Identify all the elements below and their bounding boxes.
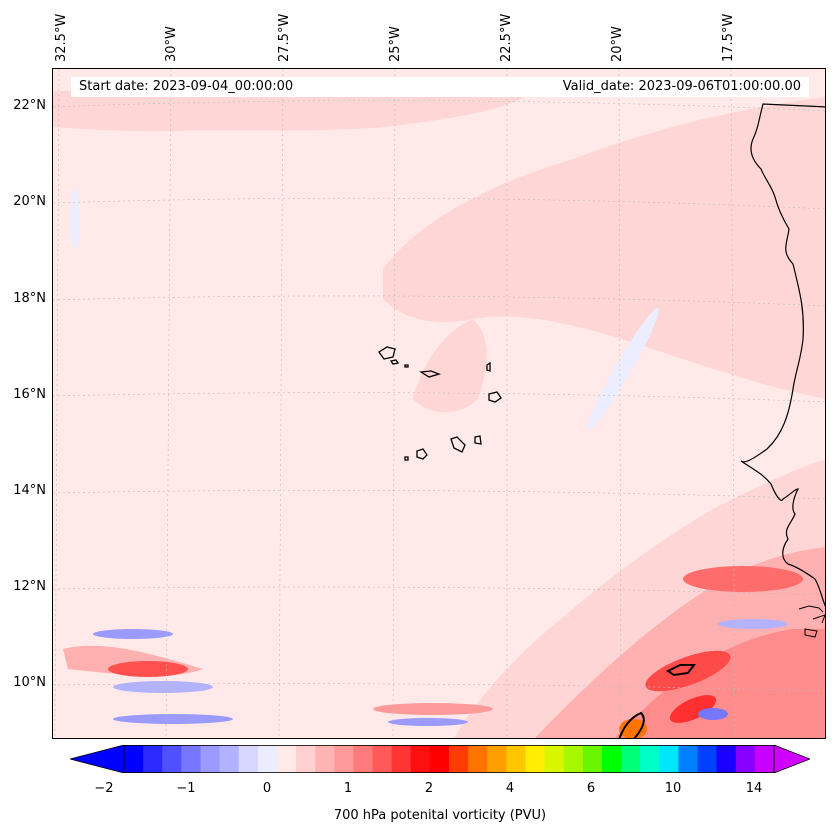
colorbar-tick-0: 0 — [262, 781, 272, 796]
pv-contour-south — [618, 711, 645, 738]
colorbar-swatch — [372, 745, 393, 773]
colorbar-swatch — [162, 745, 182, 773]
africa-coast-detail — [798, 605, 825, 638]
colorbar-swatch — [429, 745, 450, 773]
colorbar-title: 700 hPa potenital vorticity (PVU) — [333, 808, 547, 823]
colorbar-tick-neg2: −2 — [94, 781, 114, 796]
colorbar-swatch — [143, 745, 163, 773]
colorbar-tick-neg1: −1 — [176, 781, 196, 796]
pv-band-north-strip — [53, 91, 533, 132]
colorbar-swatch — [353, 745, 374, 773]
colorbar-tick-4: 4 — [505, 781, 515, 796]
lat-label-16n: 16°N — [13, 387, 46, 402]
pv-core-east-3 — [669, 695, 717, 723]
colorbar-swatch — [525, 745, 546, 773]
lon-label-25w: 25°W — [388, 26, 403, 62]
colorbar-tick-1: 1 — [343, 781, 353, 796]
pv-core-west — [108, 661, 188, 677]
colorbar-swatch — [582, 745, 603, 773]
pv-region-southeast-core — [614, 629, 825, 738]
colorbar-swatch — [449, 745, 469, 773]
colorbar-swatch — [200, 745, 221, 773]
lat-label-10n: 10°N — [13, 675, 46, 690]
pv-blue-south-1 — [388, 718, 468, 726]
colorbar-swatch — [238, 745, 259, 773]
colorbar-swatch — [410, 745, 431, 773]
colorbar-swatch — [601, 745, 622, 773]
pv-band-northeast — [383, 97, 825, 399]
colorbar-swatch — [678, 745, 699, 773]
pv-pink-south-1 — [373, 703, 493, 715]
pv-field — [53, 69, 825, 738]
colorbar-swatch — [181, 745, 201, 773]
pv-blue-west-2 — [113, 681, 213, 693]
colorbar-swatch — [659, 745, 679, 773]
colorbar-tick-6: 6 — [586, 781, 596, 796]
pv-band-tongue — [413, 319, 487, 413]
pv-contour-east — [666, 664, 696, 677]
colorbar-swatch — [640, 745, 660, 773]
pv-blue-west-3 — [113, 714, 233, 724]
colorbar-tick-14: 14 — [745, 781, 763, 796]
colorbar-swatch — [334, 745, 354, 773]
lon-label-17-5w: 17.5°W — [721, 13, 736, 62]
date-banner: Start date: 2023-09-04_00:00:00 Valid_da… — [71, 77, 809, 97]
lat-label-12n: 12°N — [13, 579, 46, 594]
colorbar-swatch — [716, 745, 737, 773]
colorbar-swatch — [257, 745, 278, 773]
lon-label-20w: 20°W — [610, 26, 625, 62]
colorbar-over-arrow — [773, 745, 810, 773]
graticule — [53, 69, 825, 738]
start-date-text: Start date: 2023-09-04_00:00:00 — [79, 79, 294, 94]
colorbar-swatch — [544, 745, 565, 773]
valid-date-text: Valid_date: 2023-09-06T01:00:00.00 — [562, 79, 801, 94]
colorbar-swatch — [735, 745, 756, 773]
colorbar-swatch — [296, 745, 316, 773]
africa-coastline — [740, 103, 825, 607]
lat-label-18n: 18°N — [13, 291, 46, 306]
lon-label-32-5w: 32.5°W — [54, 13, 69, 62]
colorbar — [70, 745, 810, 773]
map-panel: Start date: 2023-09-04_00:00:00 Valid_da… — [52, 68, 826, 739]
colorbar-swatch — [621, 745, 641, 773]
colorbar-swatch — [315, 745, 335, 773]
colorbar-swatch — [124, 745, 144, 773]
colorbar-swatch — [391, 745, 412, 773]
colorbar-frame — [123, 745, 775, 773]
lon-label-27-5w: 27.5°W — [277, 13, 292, 62]
lon-label-30w: 30°W — [164, 26, 179, 62]
colorbar-swatch — [487, 745, 507, 773]
colorbar-swatch — [468, 745, 488, 773]
pv-lightblue-1 — [587, 308, 659, 430]
cape-verde-islands — [378, 346, 502, 461]
colorbar-swatch — [219, 745, 240, 773]
colorbar-swatch — [506, 745, 526, 773]
pv-blue-west-1 — [93, 629, 173, 639]
colorbar-swatch — [754, 745, 775, 773]
lat-label-14n: 14°N — [13, 483, 46, 498]
colorbar-swatch — [563, 745, 584, 773]
colorbar-under-arrow — [70, 745, 125, 773]
lon-label-22-5w: 22.5°W — [499, 13, 514, 62]
colorbar-swatch — [276, 745, 297, 773]
colorbar-tick-10: 10 — [664, 781, 682, 796]
pv-blue-east-1 — [718, 619, 788, 629]
pv-lightblue-2 — [70, 189, 80, 249]
lat-label-20n: 20°N — [13, 194, 46, 209]
pv-core-east-1 — [645, 650, 731, 692]
lat-label-22n: 22°N — [13, 98, 46, 113]
colorbar-swatch — [697, 745, 718, 773]
pv-blue-east-2 — [698, 708, 728, 720]
colorbar-tick-2: 2 — [424, 781, 434, 796]
pv-core-east-2 — [683, 566, 803, 592]
